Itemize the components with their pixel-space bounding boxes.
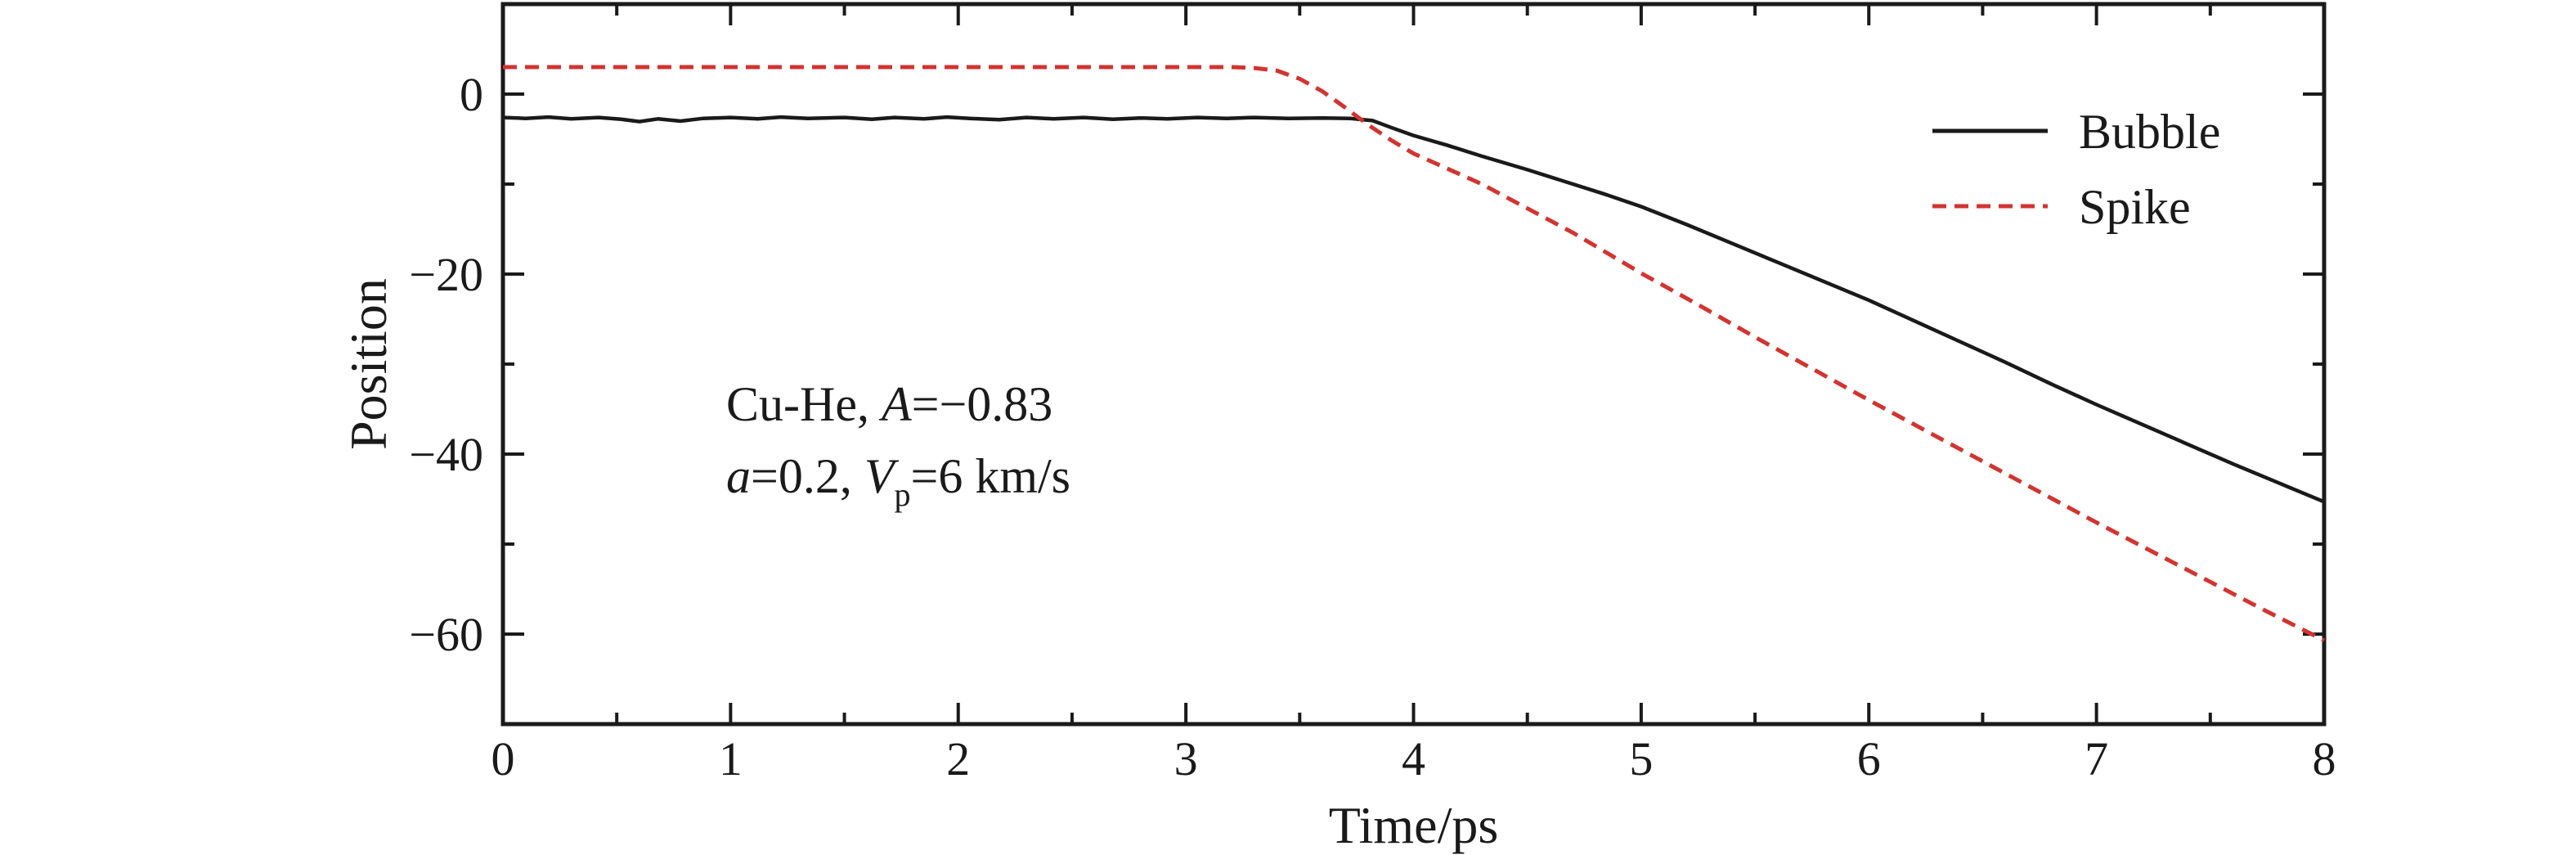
x-tick-label: 5	[1629, 732, 1653, 785]
x-tick-label: 4	[1402, 732, 1425, 785]
plot-border	[500, 2, 2327, 727]
x-tick-label: 8	[2313, 732, 2336, 785]
legend-bubble-label: Bubble	[2079, 105, 2220, 159]
y-tick-label: −40	[409, 428, 483, 481]
x-tick-label: 6	[1857, 732, 1881, 785]
y-tick-label: −20	[409, 248, 483, 301]
x-tick-label: 2	[946, 732, 970, 785]
annotation-line-1: Cu-He, A=−0.83	[726, 377, 1052, 431]
y-tick-label: 0	[460, 68, 483, 121]
spike-line	[503, 65, 2326, 642]
y-axis-label: Position	[339, 278, 397, 450]
bubble-line	[502, 115, 2325, 504]
x-axis-label: Time/ps	[1329, 796, 1499, 854]
x-tick-label: 0	[491, 732, 515, 785]
y-tick-label: −60	[409, 608, 483, 661]
x-tick-label: 3	[1174, 732, 1198, 785]
x-tick-label: 1	[719, 732, 743, 785]
legend-spike-label: Spike	[2079, 180, 2191, 234]
x-tick-label: 7	[2085, 732, 2108, 785]
annotation-line-2: a=0.2, Vp​=6 km/s	[726, 449, 1070, 513]
